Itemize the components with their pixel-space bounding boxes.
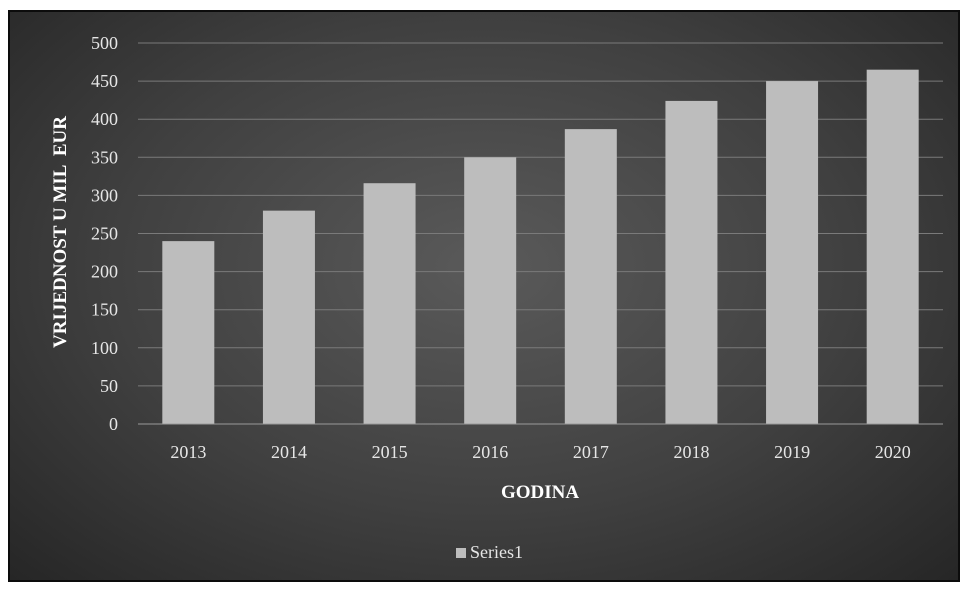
y-axis-title: VRIJEDNOST U MIL EUR xyxy=(50,116,71,348)
x-tick-label: 2018 xyxy=(673,442,709,462)
gridlines xyxy=(138,42,943,387)
y-tick-label: 500 xyxy=(91,33,118,53)
x-tick-label: 2014 xyxy=(271,442,307,462)
y-tick-label: 50 xyxy=(100,376,118,396)
bar-2015 xyxy=(363,183,416,424)
bar-2016 xyxy=(464,157,517,425)
x-tick-label: 2017 xyxy=(573,442,609,462)
x-tick-label: 2016 xyxy=(472,442,508,462)
bar-2019 xyxy=(766,81,819,424)
x-axis-title: GODINA xyxy=(501,482,579,503)
x-tick-label: 2019 xyxy=(774,442,810,462)
bar-2020 xyxy=(866,69,919,425)
y-tick-labels: 0 50 100 150 200 250 300 350 400 450 500 xyxy=(91,33,118,434)
legend-swatch-series1 xyxy=(456,548,466,558)
y-tick-label: 450 xyxy=(91,71,118,91)
legend-label-series1: Series1 xyxy=(470,542,523,562)
y-tick-label: 250 xyxy=(91,224,118,244)
y-tick-label: 0 xyxy=(109,414,118,434)
bar-2014 xyxy=(262,210,315,424)
x-tick-label: 2013 xyxy=(170,442,206,462)
bar-2013 xyxy=(162,241,215,424)
x-tick-labels: 2013 2014 2015 2016 2017 2018 2019 2020 xyxy=(170,442,910,462)
legend: Series1 xyxy=(456,542,523,562)
y-tick-label: 200 xyxy=(91,262,118,282)
y-tick-label: 400 xyxy=(91,109,118,129)
y-tick-label: 150 xyxy=(91,300,118,320)
x-tick-label: 2020 xyxy=(875,442,911,462)
bar-2018 xyxy=(665,100,718,425)
x-tick-label: 2015 xyxy=(372,442,408,462)
y-tick-label: 300 xyxy=(91,185,118,205)
y-tick-label: 350 xyxy=(91,147,118,167)
bars xyxy=(162,69,919,425)
bar-2017 xyxy=(564,129,617,424)
y-tick-label: 100 xyxy=(91,338,118,358)
